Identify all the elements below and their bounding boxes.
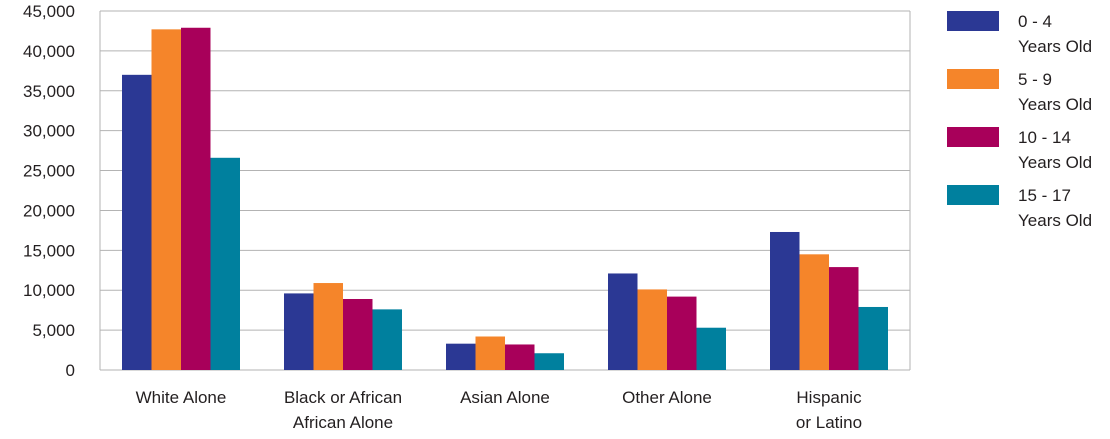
x-tick-label-line: White Alone [136,388,227,407]
bar [667,296,697,370]
y-tick-label: 35,000 [23,82,75,101]
legend-swatch [947,11,999,31]
bar [372,309,402,370]
bar [637,289,667,370]
legend-label: 10 - 14 Years Old [1018,128,1092,172]
legend-label-line: 15 - 17 [1018,186,1071,205]
y-tick-label: 10,000 [23,281,75,300]
x-axis-labels: White Alone Black or African African Alone… [136,388,862,432]
bar [284,293,314,370]
legend-label-line: 5 - 9 [1018,70,1052,89]
y-axis: 0 5,000 10,000 15,000 20,000 25,000 30,000 35,0… [23,2,911,380]
y-tick-label: 20,000 [23,201,75,220]
bar [505,344,535,370]
y-tick-label: 45,000 [23,2,75,21]
legend-label-line: 0 - 4 [1018,12,1052,31]
bar [313,283,343,370]
x-tick-label-line: or Latino [796,413,862,432]
y-tick-label: 15,000 [23,241,75,260]
legend-label-line: 10 - 14 [1018,128,1071,147]
x-tick-label-line: Black or African [284,388,402,407]
bar [534,353,564,370]
y-tick-label: 25,000 [23,162,75,181]
x-tick-label: Black or African African Alone [284,388,402,432]
x-tick-label-line: Other Alone [622,388,712,407]
y-tick-label: 40,000 [23,42,75,61]
bar [181,27,211,371]
legend-swatch [947,185,999,205]
legend-label: 5 - 9 Years Old [1018,70,1092,114]
legend-label-line: Years Old [1018,95,1092,114]
x-tick-label-line: African Alone [293,413,393,432]
legend-label-line: Years Old [1018,37,1092,56]
bar [799,254,829,370]
legend-swatch [947,69,999,89]
legend-label: 0 - 4 Years Old [1018,12,1092,56]
x-tick-label: Hispanic or Latino [796,388,862,432]
legend-label-line: Years Old [1018,211,1092,230]
x-tick-label: Other Alone [622,388,712,407]
bar [122,74,152,371]
bar [343,298,373,370]
bar [151,29,181,371]
x-tick-label: Asian Alone [460,388,550,407]
y-tick-label: 0 [66,361,75,380]
y-tick-label: 30,000 [23,122,75,141]
legend-label: 15 - 17 Years Old [1018,186,1092,230]
legend: 0 - 4 Years Old 5 - 9 Years Old 10 - 14 Years… [947,11,1092,230]
bar [475,336,505,370]
x-tick-label-line: Hispanic [796,388,862,407]
y-tick-label: 5,000 [32,321,75,340]
bar [210,157,240,370]
legend-swatch [947,127,999,147]
bar [770,231,800,370]
bar [446,343,476,370]
bars [122,27,888,371]
bar [608,273,638,370]
x-tick-label-line: Asian Alone [460,388,550,407]
x-tick-label: White Alone [136,388,227,407]
bar [696,327,726,370]
bar [829,267,859,370]
legend-label-line: Years Old [1018,153,1092,172]
bar [858,306,888,370]
